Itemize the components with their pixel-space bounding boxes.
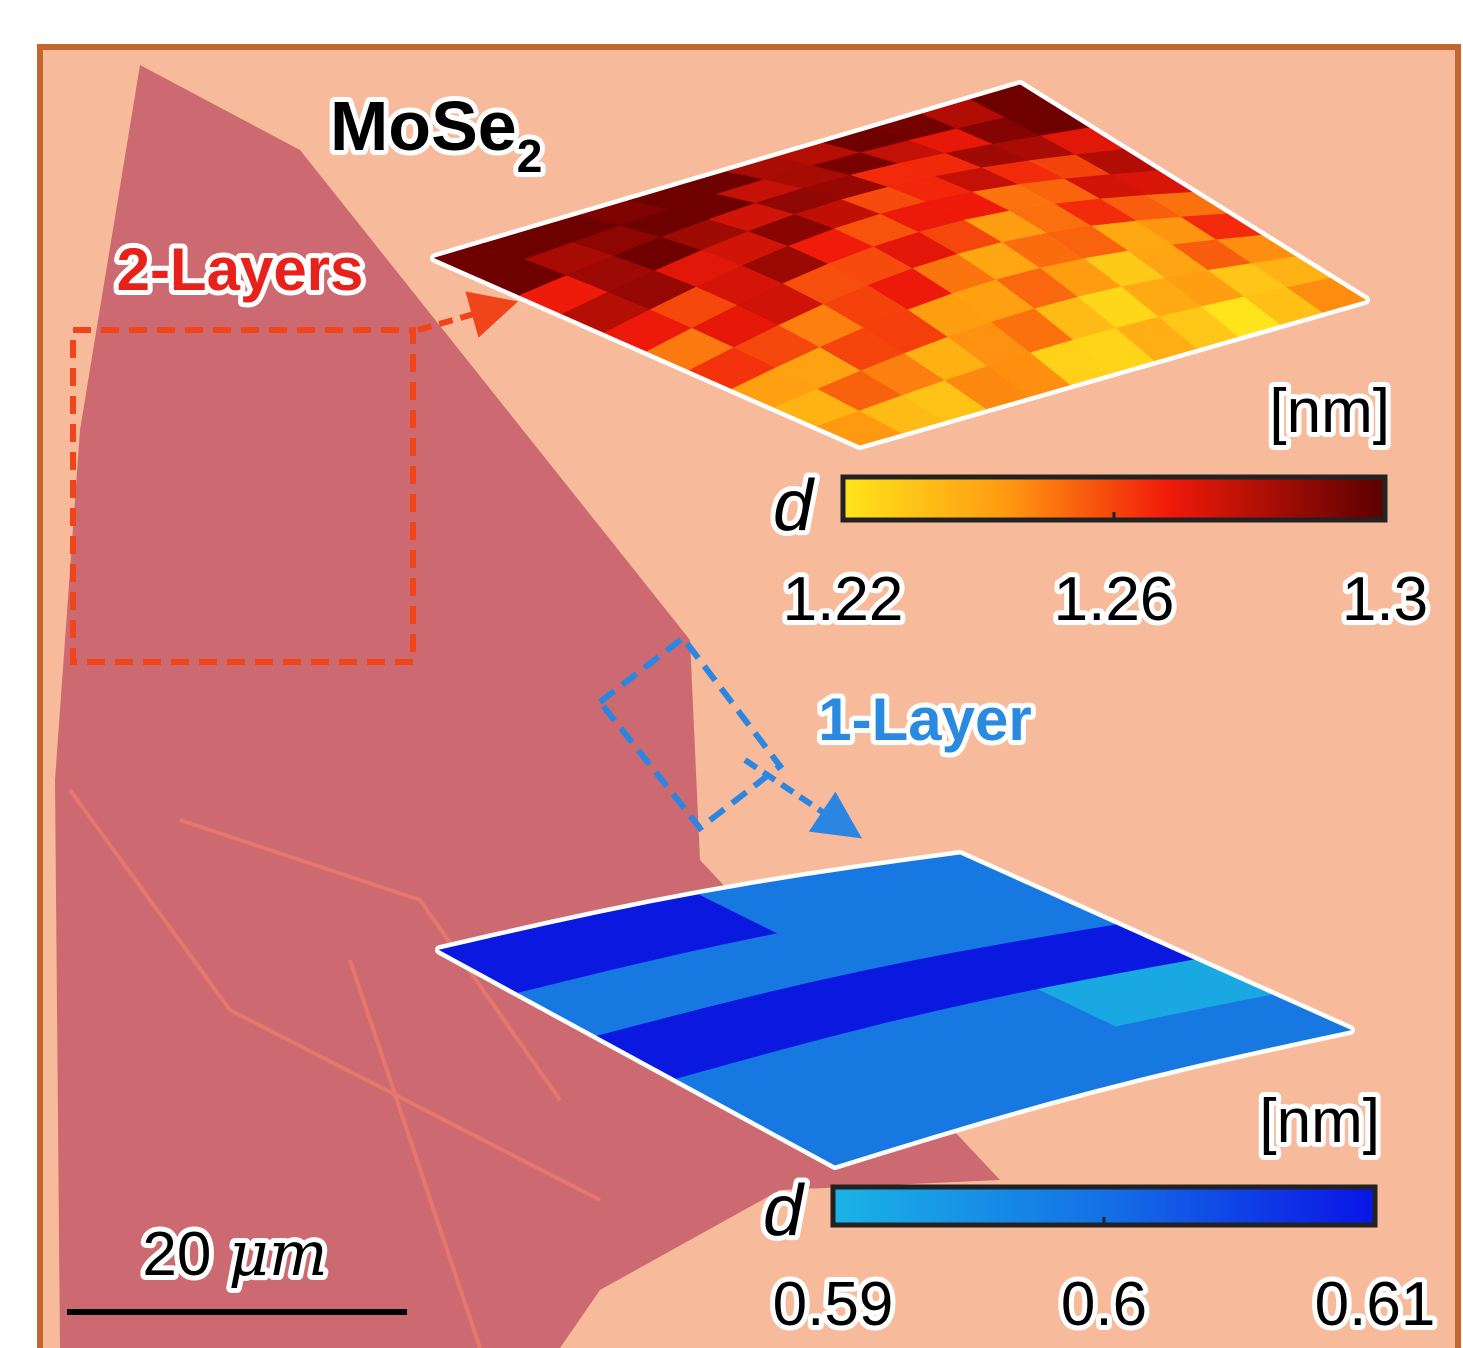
colorbar-symbol: d: [763, 1171, 805, 1251]
colorbar-tick-label: 0.6: [1061, 1270, 1147, 1339]
colorbar-tick-label: 1.26: [1054, 565, 1175, 634]
colorbar-tick-label: 0.61: [1315, 1270, 1436, 1339]
colorbar-tick-label: 0.59: [773, 1270, 894, 1339]
figure: MoSe2 2-Layers 1-Layer 20 μm d[nm]1.221.…: [0, 0, 1463, 1348]
colorbar-tick-label: 1.3: [1342, 565, 1428, 634]
bilayer-label: 2-Layers: [117, 236, 364, 303]
colorbar-symbol: d: [773, 466, 815, 546]
colorbar-unit: [nm]: [1259, 1087, 1380, 1156]
colorbar-unit: [nm]: [1269, 377, 1390, 446]
monolayer-label: 1-Layer: [818, 686, 1031, 753]
colorbar-tick-label: 1.22: [783, 565, 904, 634]
scale-label: 20 μm: [142, 1217, 327, 1290]
